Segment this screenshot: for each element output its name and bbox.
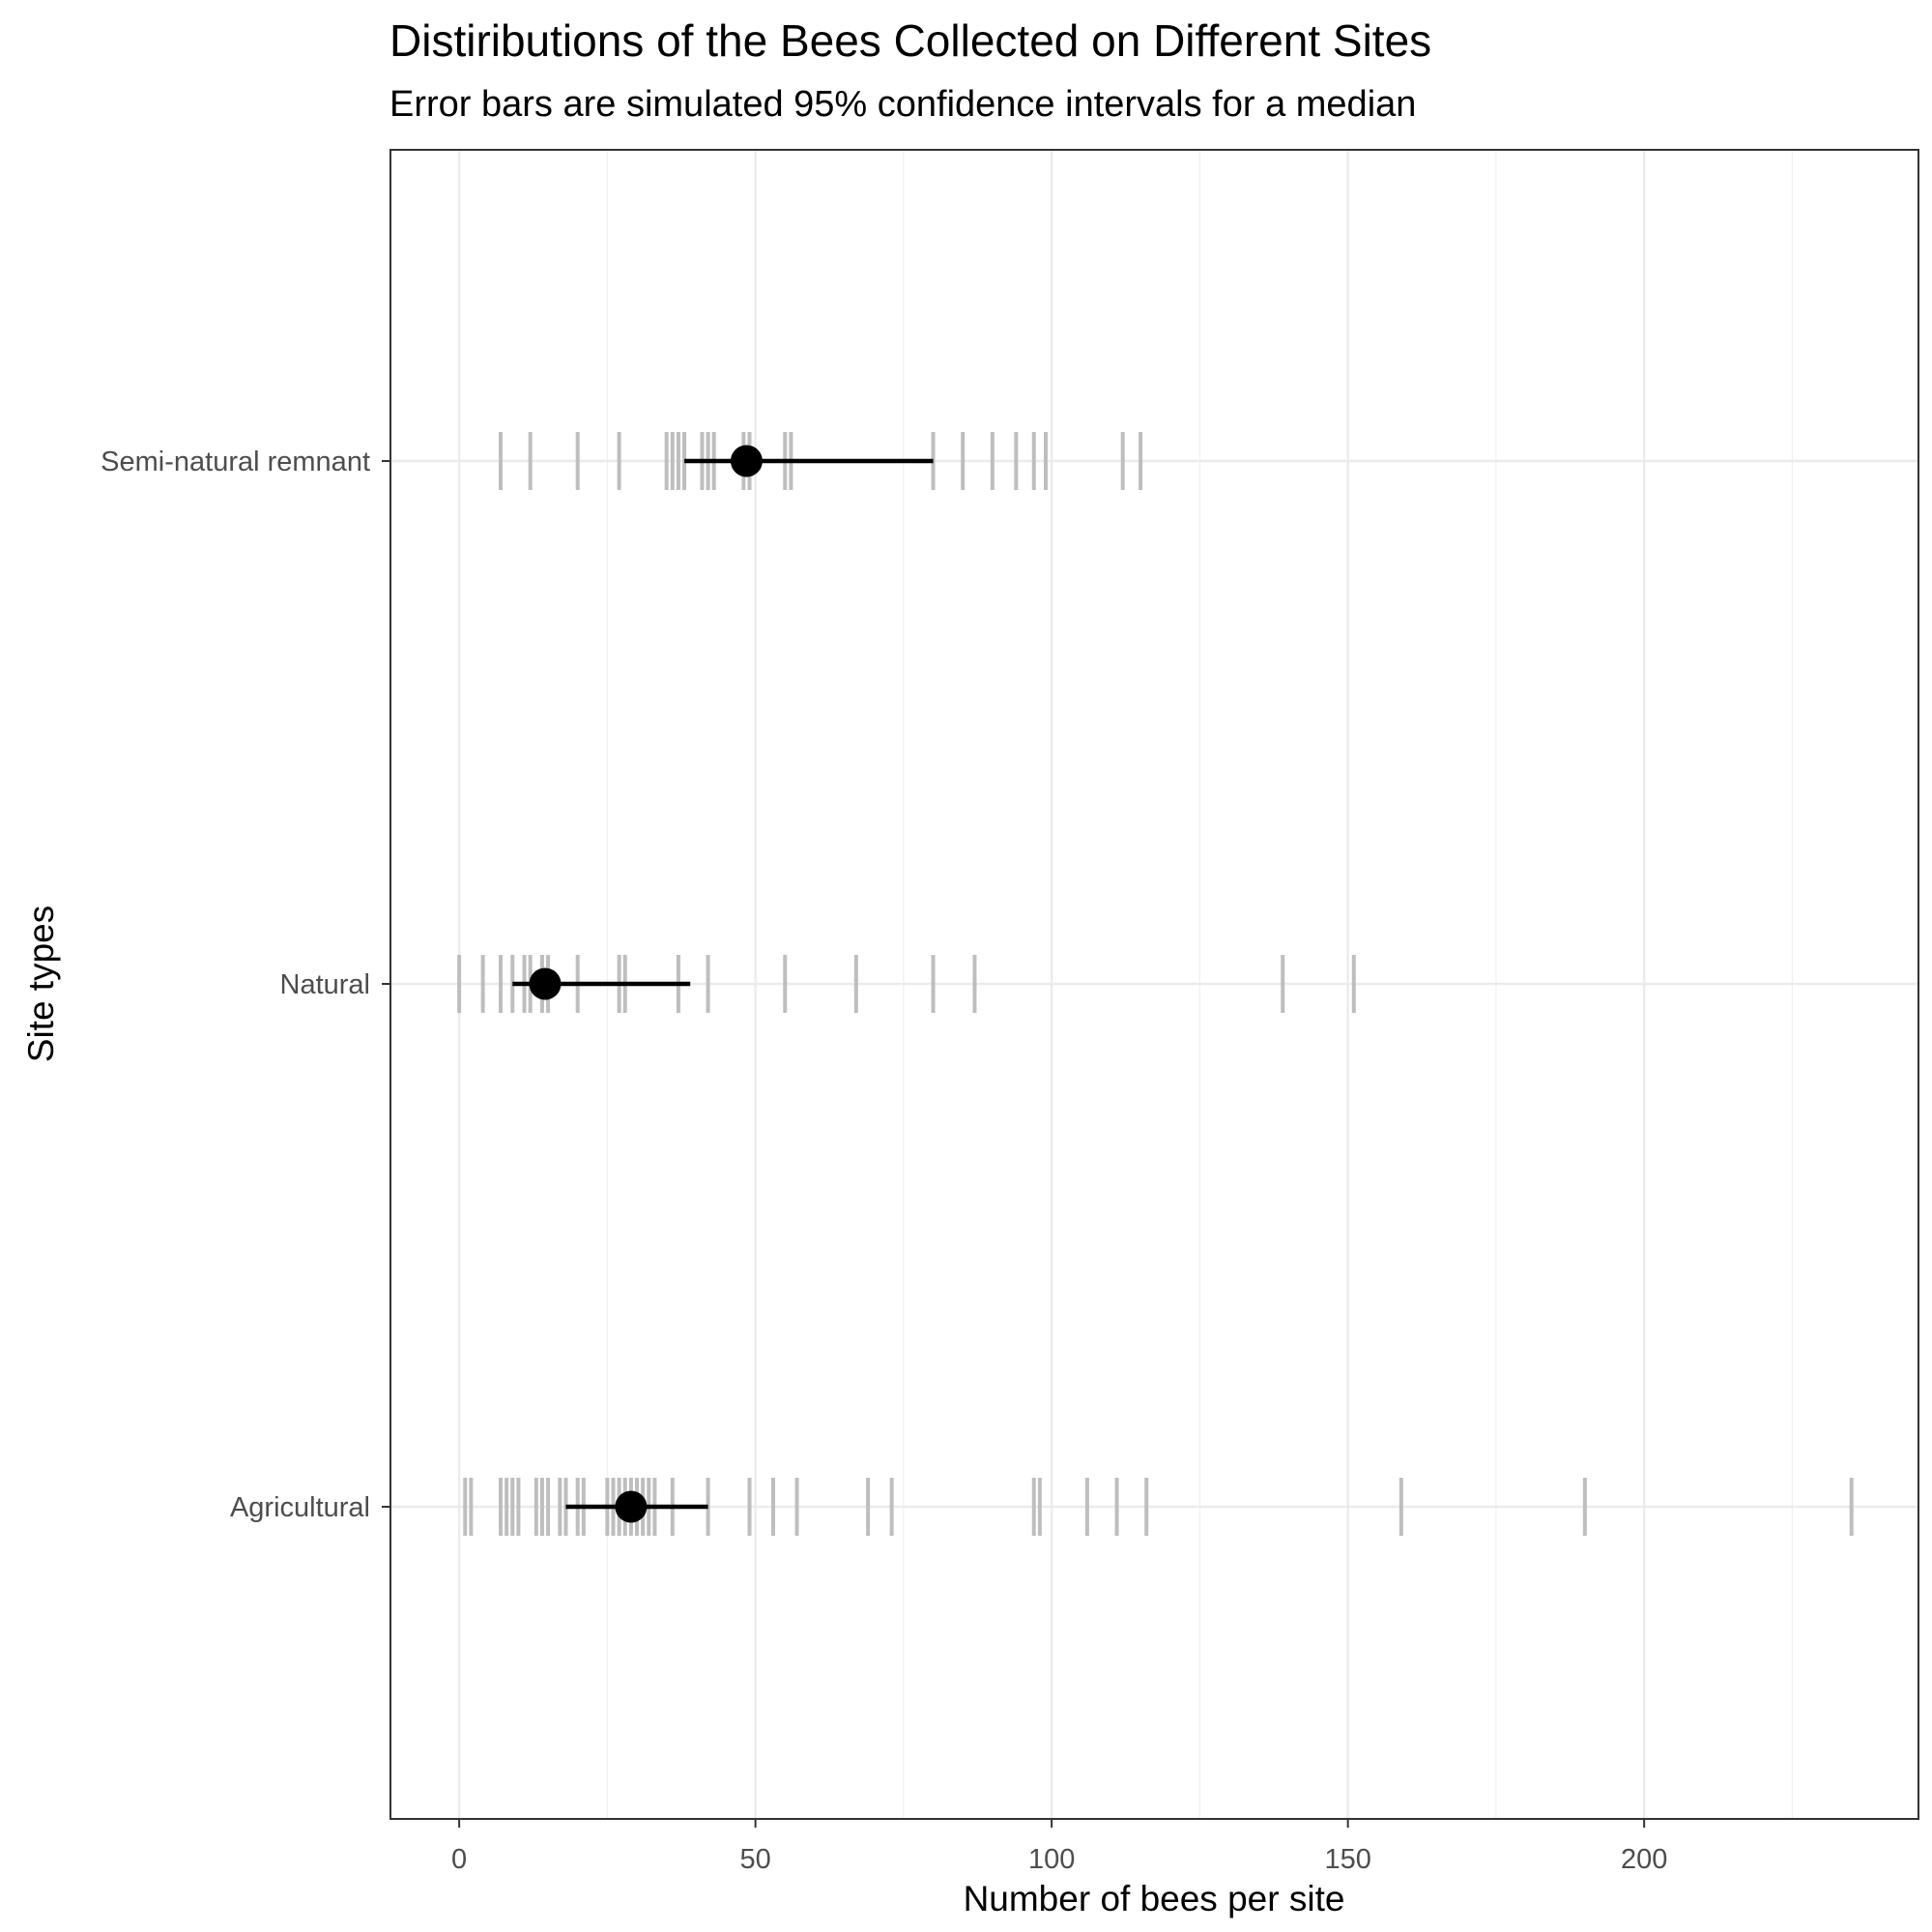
y-axis-title: Site types [21, 906, 61, 1062]
y-tick-label: Natural [280, 969, 371, 1000]
x-tick-label: 50 [739, 1844, 770, 1875]
y-tick-label: Semi-natural remnant [101, 447, 370, 477]
x-tick-label: 150 [1324, 1844, 1370, 1875]
x-tick-label: 0 [451, 1844, 467, 1875]
point-layer [529, 445, 763, 1523]
median-point [730, 445, 763, 477]
grid-layer [390, 150, 1918, 1819]
median-point [615, 1490, 648, 1523]
chart-title: Distiributions of the Bees Collected on … [389, 15, 1431, 66]
y-axis: Semi-natural remnant Natural Agricultural [101, 447, 390, 1523]
x-axis: 0 50 100 150 200 [451, 1819, 1667, 1875]
chart-subtitle: Error bars are simulated 95% confidence … [389, 84, 1416, 125]
x-tick-label: 100 [1028, 1844, 1075, 1875]
x-tick-label: 200 [1621, 1844, 1667, 1875]
x-axis-title: Number of bees per site [964, 1879, 1345, 1918]
y-tick-label: Agricultural [230, 1492, 370, 1523]
median-point [529, 967, 562, 1000]
